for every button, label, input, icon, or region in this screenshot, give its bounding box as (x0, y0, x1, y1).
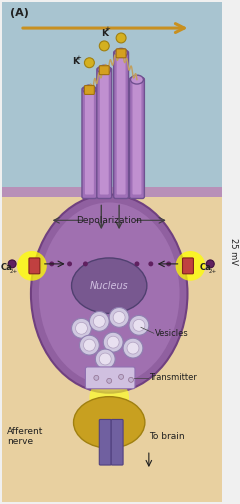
Circle shape (67, 262, 72, 267)
FancyBboxPatch shape (99, 66, 109, 75)
Circle shape (103, 332, 123, 352)
FancyBboxPatch shape (132, 82, 141, 195)
Circle shape (119, 374, 124, 380)
Ellipse shape (72, 258, 147, 313)
Text: 2+: 2+ (209, 269, 217, 274)
Circle shape (17, 251, 47, 281)
Circle shape (148, 262, 153, 267)
FancyBboxPatch shape (116, 49, 126, 58)
Ellipse shape (131, 75, 143, 84)
FancyBboxPatch shape (114, 51, 129, 199)
Circle shape (8, 260, 16, 268)
Text: K: K (72, 57, 79, 66)
FancyBboxPatch shape (111, 419, 123, 465)
Circle shape (99, 353, 111, 365)
Circle shape (206, 260, 214, 268)
FancyBboxPatch shape (100, 72, 109, 195)
Text: K: K (101, 29, 108, 37)
Text: Ca: Ca (0, 264, 12, 272)
Circle shape (49, 262, 54, 267)
Circle shape (72, 319, 91, 338)
Circle shape (116, 33, 126, 43)
Ellipse shape (98, 65, 111, 74)
Text: Ca: Ca (199, 264, 211, 272)
Circle shape (84, 339, 95, 351)
Circle shape (93, 316, 105, 327)
FancyBboxPatch shape (130, 78, 144, 199)
Text: (A): (A) (10, 8, 29, 18)
Circle shape (109, 307, 129, 327)
Circle shape (94, 375, 99, 381)
Circle shape (127, 342, 139, 354)
Bar (2, 186, 222, 501)
Circle shape (166, 262, 171, 267)
FancyBboxPatch shape (85, 367, 135, 389)
Circle shape (76, 323, 87, 334)
Circle shape (107, 336, 119, 348)
Circle shape (134, 262, 139, 267)
Circle shape (176, 251, 205, 281)
Circle shape (99, 41, 109, 51)
Text: Vesicles: Vesicles (155, 329, 189, 338)
Text: +: + (76, 55, 81, 61)
Text: Nucleus: Nucleus (90, 281, 129, 291)
FancyBboxPatch shape (117, 55, 126, 195)
Text: To brain: To brain (149, 432, 185, 441)
Ellipse shape (39, 203, 180, 385)
Circle shape (123, 338, 143, 358)
Text: Depolarization: Depolarization (76, 216, 142, 225)
Text: +: + (104, 26, 110, 32)
Text: 25 mV: 25 mV (228, 238, 238, 266)
Circle shape (83, 262, 88, 267)
Circle shape (84, 58, 94, 68)
FancyBboxPatch shape (99, 419, 111, 465)
FancyBboxPatch shape (97, 68, 112, 199)
FancyBboxPatch shape (183, 258, 193, 274)
FancyBboxPatch shape (29, 258, 40, 274)
Text: 2+: 2+ (10, 269, 18, 274)
Text: Transmitter: Transmitter (149, 373, 197, 383)
Circle shape (129, 377, 133, 383)
Circle shape (129, 316, 149, 335)
Ellipse shape (73, 397, 145, 448)
Text: Afferent
nerve: Afferent nerve (7, 426, 43, 446)
Circle shape (95, 349, 115, 369)
Ellipse shape (83, 85, 96, 94)
Circle shape (89, 378, 129, 417)
FancyBboxPatch shape (84, 86, 94, 94)
Circle shape (133, 320, 145, 331)
Circle shape (107, 379, 112, 383)
FancyBboxPatch shape (82, 88, 97, 199)
Circle shape (89, 311, 109, 331)
Circle shape (113, 311, 125, 324)
Ellipse shape (31, 195, 187, 393)
FancyBboxPatch shape (85, 92, 94, 195)
Bar (2, 3, 222, 193)
Ellipse shape (115, 48, 127, 57)
Circle shape (79, 335, 99, 355)
Bar (2, 186, 222, 197)
